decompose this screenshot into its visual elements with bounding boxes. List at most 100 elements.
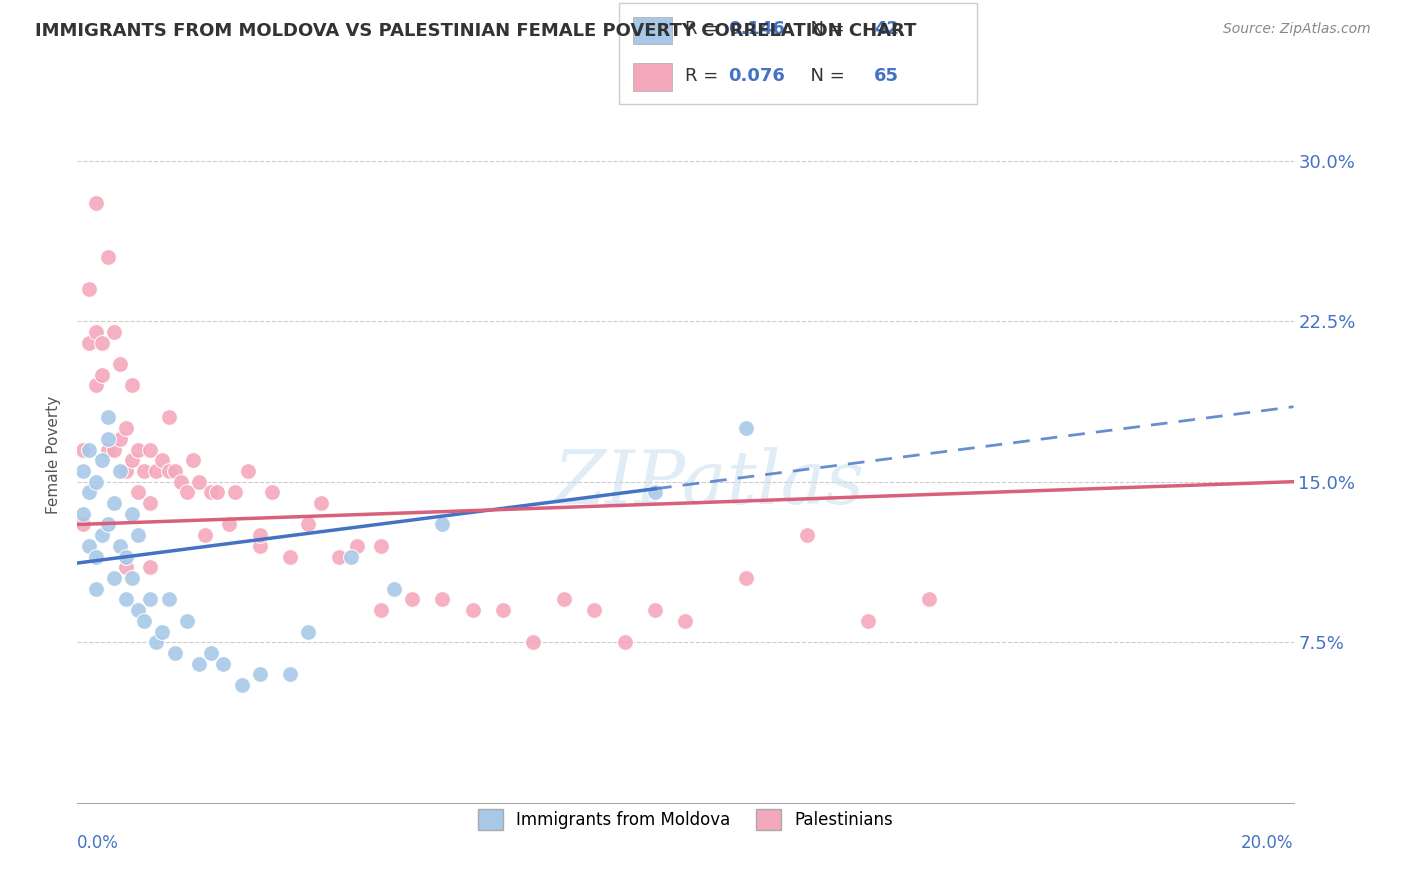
Point <box>278 667 301 681</box>
Point <box>157 410 180 425</box>
Point <box>115 592 138 607</box>
Point <box>430 517 453 532</box>
Point <box>522 635 544 649</box>
Point <box>79 442 101 457</box>
Text: R =: R = <box>686 67 724 85</box>
Point <box>613 635 636 649</box>
Point <box>115 549 138 564</box>
Bar <box>633 17 672 45</box>
Point <box>97 432 120 446</box>
Point <box>297 517 319 532</box>
Point <box>127 442 149 457</box>
Point <box>127 603 149 617</box>
Point <box>115 560 138 574</box>
Point <box>735 421 758 435</box>
Legend: Immigrants from Moldova, Palestinians: Immigrants from Moldova, Palestinians <box>471 803 900 836</box>
Point <box>492 603 515 617</box>
Point <box>231 678 253 692</box>
Point <box>370 603 392 617</box>
Text: 0.0%: 0.0% <box>77 834 120 852</box>
Point <box>79 539 101 553</box>
Point <box>90 335 112 350</box>
Point <box>72 507 94 521</box>
Point <box>249 539 271 553</box>
Point <box>84 196 107 211</box>
Point <box>121 507 143 521</box>
Point <box>90 453 112 467</box>
Point <box>108 539 131 553</box>
Point <box>103 571 125 585</box>
Point <box>278 549 301 564</box>
Point <box>103 496 125 510</box>
Point <box>163 646 186 660</box>
Point <box>79 485 101 500</box>
Point <box>108 357 131 371</box>
Point <box>90 368 112 382</box>
Point <box>461 603 484 617</box>
Bar <box>633 63 672 91</box>
Point <box>84 549 107 564</box>
Point <box>108 432 131 446</box>
Point <box>84 325 107 339</box>
Y-axis label: Female Poverty: Female Poverty <box>46 396 62 514</box>
Point <box>188 475 211 489</box>
Point <box>249 528 271 542</box>
Point <box>145 464 167 478</box>
Text: 0.076: 0.076 <box>728 67 785 85</box>
Point <box>121 571 143 585</box>
Point <box>309 496 332 510</box>
Point <box>205 485 228 500</box>
Text: IMMIGRANTS FROM MOLDOVA VS PALESTINIAN FEMALE POVERTY CORRELATION CHART: IMMIGRANTS FROM MOLDOVA VS PALESTINIAN F… <box>35 22 917 40</box>
Point <box>134 614 156 628</box>
Text: Source: ZipAtlas.com: Source: ZipAtlas.com <box>1223 22 1371 37</box>
Point <box>127 528 149 542</box>
Point <box>152 453 174 467</box>
Point <box>157 464 180 478</box>
Point <box>90 528 112 542</box>
Point <box>194 528 217 542</box>
Point <box>134 464 156 478</box>
Point <box>157 592 180 607</box>
Point <box>72 442 94 457</box>
Point <box>181 453 204 467</box>
Point <box>72 517 94 532</box>
Point <box>139 592 162 607</box>
Point <box>370 539 392 553</box>
Point <box>249 667 271 681</box>
Point <box>127 485 149 500</box>
Point <box>328 549 350 564</box>
Point <box>84 378 107 392</box>
Point <box>176 614 198 628</box>
Text: ZIPatlas: ZIPatlas <box>554 447 865 519</box>
Text: N =: N = <box>799 21 851 38</box>
Point <box>79 282 101 296</box>
Point <box>163 464 186 478</box>
Point <box>918 592 941 607</box>
Point <box>260 485 283 500</box>
Point <box>115 464 138 478</box>
Point <box>121 378 143 392</box>
Point <box>297 624 319 639</box>
Point <box>856 614 879 628</box>
Text: 65: 65 <box>875 67 898 85</box>
Point <box>139 560 162 574</box>
Point <box>103 442 125 457</box>
Point <box>212 657 235 671</box>
Point <box>644 603 666 617</box>
Point <box>796 528 818 542</box>
Point <box>188 657 211 671</box>
Point <box>218 517 240 532</box>
Point <box>675 614 697 628</box>
Point <box>176 485 198 500</box>
Point <box>340 549 363 564</box>
Text: 42: 42 <box>875 21 898 38</box>
Point <box>97 517 120 532</box>
Text: 0.146: 0.146 <box>728 21 785 38</box>
Point <box>139 442 162 457</box>
Point <box>145 635 167 649</box>
Point <box>108 464 131 478</box>
Point <box>115 421 138 435</box>
Point <box>236 464 259 478</box>
Point <box>97 410 120 425</box>
Point <box>72 464 94 478</box>
